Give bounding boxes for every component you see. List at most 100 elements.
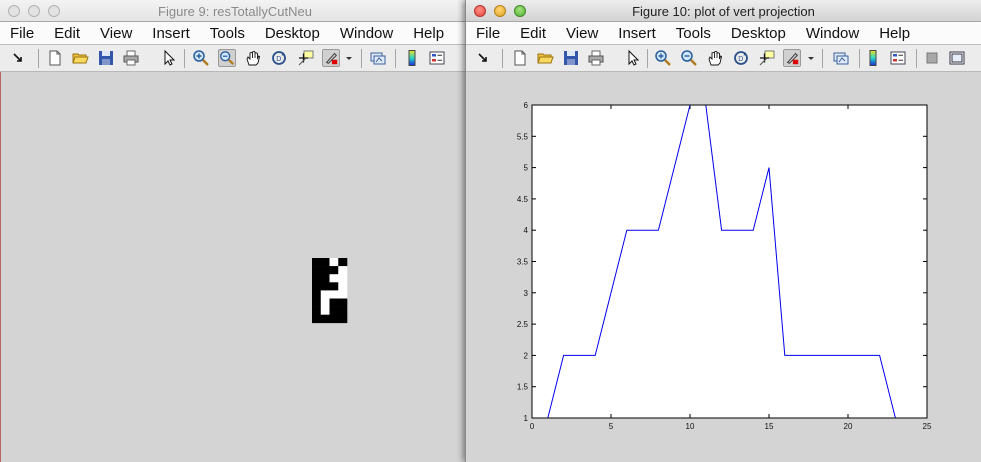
menu-desktop[interactable]: Desktop	[264, 24, 320, 42]
menu-bar: File Edit View Insert Tools Desktop Wind…	[466, 22, 981, 45]
image-pixel	[329, 298, 339, 307]
image-pixel	[329, 274, 339, 283]
menu-help[interactable]: Help	[879, 24, 911, 42]
image-pixel	[329, 314, 339, 324]
image-pixel	[329, 282, 339, 291]
x-tick-label: 5	[609, 422, 614, 431]
image-pixel	[338, 258, 348, 267]
y-tick-label: 3.5	[517, 258, 529, 267]
menu-insert[interactable]: Insert	[618, 24, 656, 42]
zoom-out-icon[interactable]	[680, 49, 698, 67]
dock-icon[interactable]	[9, 49, 27, 67]
save-icon[interactable]	[562, 49, 580, 67]
menu-file[interactable]: File	[476, 24, 501, 42]
image-pixel	[320, 258, 330, 267]
x-tick-label: 25	[923, 422, 932, 431]
x-tick-label: 10	[686, 422, 695, 431]
pointer-icon[interactable]	[624, 49, 642, 67]
axes-background[interactable]	[532, 105, 927, 418]
menu-window[interactable]: Window	[805, 24, 860, 42]
figure-9-titlebar[interactable]: Figure 9: resTotallyCutNeu	[0, 0, 470, 22]
y-tick-label: 4	[524, 226, 529, 235]
minimize-window-button[interactable]	[28, 5, 40, 17]
y-tick-label: 5	[524, 164, 529, 173]
brush-dropdown-icon[interactable]	[805, 49, 817, 67]
image-pixels	[312, 258, 348, 324]
colorbar-icon[interactable]	[403, 49, 421, 67]
brush-icon[interactable]	[322, 49, 340, 67]
image-pixel	[312, 314, 322, 324]
close-window-button[interactable]	[8, 5, 20, 17]
print-icon[interactable]	[122, 49, 140, 67]
hide-plot-tools-icon[interactable]	[923, 49, 941, 67]
y-tick-labels: 1 1.5 2 2.5 3 3.5 4 4.5 5 5.5 6	[517, 101, 529, 423]
save-icon[interactable]	[97, 49, 115, 67]
y-tick-label: 5.5	[517, 132, 529, 141]
brush-dropdown-icon[interactable]	[343, 49, 355, 67]
menu-insert[interactable]: Insert	[152, 24, 190, 42]
show-plot-tools-icon[interactable]	[948, 49, 966, 67]
rotate-3d-icon[interactable]: D	[270, 49, 288, 67]
figure-10-titlebar[interactable]: Figure 10: plot of vert projection	[466, 0, 981, 22]
window-title: Figure 10: plot of vert projection	[632, 4, 815, 19]
pan-hand-icon[interactable]	[706, 49, 724, 67]
image-pixel	[320, 298, 330, 307]
rotate-3d-icon[interactable]: D	[732, 49, 750, 67]
new-file-icon[interactable]	[511, 49, 529, 67]
zoom-out-icon[interactable]	[218, 49, 236, 67]
data-cursor-icon[interactable]	[757, 49, 775, 67]
menu-file[interactable]: File	[10, 24, 35, 42]
image-pixel	[320, 274, 330, 283]
zoom-window-button[interactable]	[48, 5, 60, 17]
menu-tools[interactable]: Tools	[675, 24, 711, 42]
image-pixel	[312, 282, 322, 291]
open-folder-icon[interactable]	[536, 49, 554, 67]
x-tick-labels: 0 5 10 15 20 25	[530, 422, 932, 431]
image-pixel	[320, 314, 330, 324]
image-pixel	[312, 266, 322, 275]
line-chart: 0 5 10 15 20 25 1 1.5 2 2.5 3 3.5 4 4.5 5 5.5 6	[517, 101, 932, 431]
menu-help[interactable]: Help	[413, 24, 445, 42]
image-pixel	[338, 314, 348, 324]
link-plot-icon[interactable]	[832, 49, 850, 67]
zoom-window-button[interactable]	[514, 5, 526, 17]
brush-icon[interactable]	[783, 49, 801, 67]
y-tick-label: 3	[524, 289, 529, 298]
dock-icon[interactable]	[474, 49, 492, 67]
image-pixel	[338, 298, 348, 307]
pan-hand-icon[interactable]	[244, 49, 262, 67]
figure-9-canvas	[0, 72, 470, 462]
legend-icon[interactable]	[889, 49, 907, 67]
menu-tools[interactable]: Tools	[209, 24, 245, 42]
data-cursor-icon[interactable]	[296, 49, 314, 67]
menu-edit[interactable]: Edit	[54, 24, 81, 42]
image-pixel	[338, 290, 348, 299]
close-window-button[interactable]	[474, 5, 486, 17]
image-pixel	[312, 258, 322, 267]
menu-view[interactable]: View	[100, 24, 133, 42]
zoom-in-icon[interactable]	[192, 49, 210, 67]
figure-toolbar: D	[466, 45, 981, 72]
menu-window[interactable]: Window	[339, 24, 394, 42]
menu-edit[interactable]: Edit	[520, 24, 547, 42]
image-pixel	[329, 258, 339, 267]
pointer-icon[interactable]	[160, 49, 178, 67]
y-tick-label: 1.5	[517, 383, 529, 392]
open-folder-icon[interactable]	[71, 49, 89, 67]
menu-view[interactable]: View	[566, 24, 599, 42]
minimize-window-button[interactable]	[494, 5, 506, 17]
y-tick-label: 4.5	[517, 195, 529, 204]
x-tick-label: 0	[530, 422, 535, 431]
menu-desktop[interactable]: Desktop	[730, 24, 786, 42]
link-plot-icon[interactable]	[369, 49, 387, 67]
print-icon[interactable]	[587, 49, 605, 67]
image-pixel	[329, 306, 339, 315]
figure-10-canvas: 0 5 10 15 20 25 1 1.5 2 2.5 3 3.5 4 4.5 5 5.5 6	[466, 72, 981, 462]
image-pixel	[329, 266, 339, 275]
image-pixel	[320, 306, 330, 315]
colorbar-icon[interactable]	[864, 49, 882, 67]
new-file-icon[interactable]	[46, 49, 64, 67]
legend-icon[interactable]	[428, 49, 446, 67]
zoom-in-icon[interactable]	[654, 49, 672, 67]
image-pixel	[312, 298, 322, 307]
